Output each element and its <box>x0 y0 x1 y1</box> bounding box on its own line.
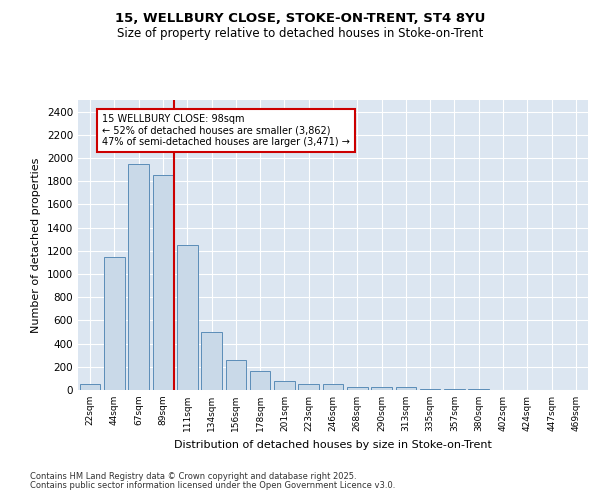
Bar <box>274 380 295 390</box>
Bar <box>104 256 125 390</box>
Bar <box>250 372 271 390</box>
Bar <box>395 387 416 390</box>
Bar <box>444 389 465 390</box>
Bar <box>323 384 343 390</box>
Text: Contains public sector information licensed under the Open Government Licence v3: Contains public sector information licen… <box>30 481 395 490</box>
Bar <box>298 384 319 390</box>
Bar <box>80 384 100 390</box>
Bar <box>226 360 246 390</box>
Text: Contains HM Land Registry data © Crown copyright and database right 2025.: Contains HM Land Registry data © Crown c… <box>30 472 356 481</box>
Bar <box>371 386 392 390</box>
Text: 15, WELLBURY CLOSE, STOKE-ON-TRENT, ST4 8YU: 15, WELLBURY CLOSE, STOKE-ON-TRENT, ST4 … <box>115 12 485 26</box>
Bar <box>152 176 173 390</box>
Bar <box>201 332 222 390</box>
Y-axis label: Number of detached properties: Number of detached properties <box>31 158 41 332</box>
Bar <box>177 245 197 390</box>
X-axis label: Distribution of detached houses by size in Stoke-on-Trent: Distribution of detached houses by size … <box>174 440 492 450</box>
Bar <box>347 386 368 390</box>
Text: Size of property relative to detached houses in Stoke-on-Trent: Size of property relative to detached ho… <box>117 28 483 40</box>
Bar <box>128 164 149 390</box>
Bar <box>420 388 440 390</box>
Text: 15 WELLBURY CLOSE: 98sqm
← 52% of detached houses are smaller (3,862)
47% of sem: 15 WELLBURY CLOSE: 98sqm ← 52% of detach… <box>102 114 350 147</box>
